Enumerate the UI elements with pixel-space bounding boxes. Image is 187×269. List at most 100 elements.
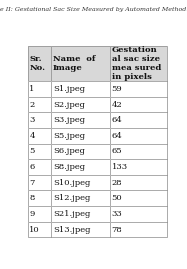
Text: 59: 59 bbox=[112, 85, 122, 93]
Text: 3: 3 bbox=[30, 116, 35, 124]
Bar bbox=[110, 144, 167, 159]
Text: 78: 78 bbox=[112, 225, 122, 233]
Text: S12.jpeg: S12.jpeg bbox=[53, 194, 91, 202]
Bar bbox=[28, 206, 51, 222]
Bar bbox=[28, 112, 51, 128]
Bar bbox=[51, 46, 110, 81]
Bar bbox=[28, 128, 51, 144]
Bar bbox=[28, 112, 51, 128]
Text: S8.jpeg: S8.jpeg bbox=[53, 163, 85, 171]
Bar bbox=[110, 159, 167, 175]
Bar bbox=[110, 206, 167, 222]
Bar bbox=[51, 222, 110, 237]
Bar bbox=[110, 190, 167, 206]
Bar bbox=[28, 206, 51, 222]
Text: S3.jpeg: S3.jpeg bbox=[53, 116, 85, 124]
Text: S5.jpeg: S5.jpeg bbox=[53, 132, 85, 140]
Bar bbox=[110, 222, 167, 237]
Bar bbox=[51, 97, 110, 112]
Bar bbox=[110, 222, 167, 237]
Text: 7: 7 bbox=[30, 179, 35, 187]
Text: 133: 133 bbox=[112, 163, 128, 171]
Bar bbox=[110, 46, 167, 81]
Text: 10: 10 bbox=[30, 225, 40, 233]
Bar bbox=[110, 81, 167, 97]
Bar bbox=[110, 128, 167, 144]
Bar bbox=[51, 190, 110, 206]
Bar bbox=[110, 159, 167, 175]
Text: 64: 64 bbox=[112, 116, 122, 124]
Bar bbox=[28, 46, 51, 81]
Bar bbox=[28, 97, 51, 112]
Text: 33: 33 bbox=[112, 210, 122, 218]
Text: 64: 64 bbox=[112, 132, 122, 140]
Text: 5: 5 bbox=[30, 147, 35, 155]
Bar bbox=[28, 128, 51, 144]
Bar bbox=[110, 175, 167, 190]
Bar bbox=[51, 190, 110, 206]
Bar bbox=[28, 159, 51, 175]
Bar bbox=[110, 97, 167, 112]
Bar bbox=[51, 159, 110, 175]
Bar bbox=[110, 112, 167, 128]
Bar bbox=[51, 81, 110, 97]
Bar bbox=[110, 81, 167, 97]
Text: 8: 8 bbox=[30, 194, 35, 202]
Bar bbox=[28, 97, 51, 112]
Bar bbox=[51, 112, 110, 128]
Text: 28: 28 bbox=[112, 179, 122, 187]
Bar bbox=[110, 144, 167, 159]
Text: 9: 9 bbox=[30, 210, 35, 218]
Text: Sr.
No.: Sr. No. bbox=[30, 55, 45, 72]
Bar bbox=[28, 175, 51, 190]
Text: S13.jpeg: S13.jpeg bbox=[53, 225, 91, 233]
Text: le II: Gestational Sac Size Measured by Automated Method.: le II: Gestational Sac Size Measured by … bbox=[0, 7, 187, 12]
Bar bbox=[51, 81, 110, 97]
Text: 50: 50 bbox=[112, 194, 122, 202]
Bar bbox=[110, 46, 167, 81]
Text: 42: 42 bbox=[112, 101, 122, 109]
Text: 1: 1 bbox=[30, 85, 35, 93]
Bar bbox=[51, 144, 110, 159]
Text: 2: 2 bbox=[30, 101, 35, 109]
Bar bbox=[51, 175, 110, 190]
Bar bbox=[51, 222, 110, 237]
Bar bbox=[28, 46, 51, 81]
Bar bbox=[28, 222, 51, 237]
Text: 6: 6 bbox=[30, 163, 35, 171]
Bar bbox=[110, 128, 167, 144]
Bar bbox=[28, 144, 51, 159]
Bar bbox=[28, 222, 51, 237]
Bar bbox=[51, 128, 110, 144]
Text: Gestation
al sac size
mea sured
in pixels: Gestation al sac size mea sured in pixel… bbox=[112, 46, 161, 81]
Bar bbox=[51, 175, 110, 190]
Bar bbox=[51, 128, 110, 144]
Bar bbox=[28, 190, 51, 206]
Bar bbox=[51, 144, 110, 159]
Text: 65: 65 bbox=[112, 147, 122, 155]
Text: S10.jpeg: S10.jpeg bbox=[53, 179, 91, 187]
Bar bbox=[28, 175, 51, 190]
Text: Name  of
Image: Name of Image bbox=[53, 55, 96, 72]
Text: S1.jpeg: S1.jpeg bbox=[53, 85, 85, 93]
Text: S21.jpeg: S21.jpeg bbox=[53, 210, 91, 218]
Bar bbox=[51, 97, 110, 112]
Text: S2.jpeg: S2.jpeg bbox=[53, 101, 85, 109]
Bar bbox=[51, 206, 110, 222]
Bar bbox=[28, 190, 51, 206]
Bar bbox=[110, 112, 167, 128]
Bar bbox=[110, 175, 167, 190]
Bar bbox=[28, 144, 51, 159]
Bar bbox=[110, 190, 167, 206]
Text: 4: 4 bbox=[30, 132, 35, 140]
Bar bbox=[51, 159, 110, 175]
Bar bbox=[110, 97, 167, 112]
Bar bbox=[110, 206, 167, 222]
Bar bbox=[51, 46, 110, 81]
Text: S6.jpeg: S6.jpeg bbox=[53, 147, 85, 155]
Bar bbox=[28, 81, 51, 97]
Bar bbox=[28, 159, 51, 175]
Bar bbox=[51, 206, 110, 222]
Bar bbox=[28, 81, 51, 97]
Bar bbox=[51, 112, 110, 128]
